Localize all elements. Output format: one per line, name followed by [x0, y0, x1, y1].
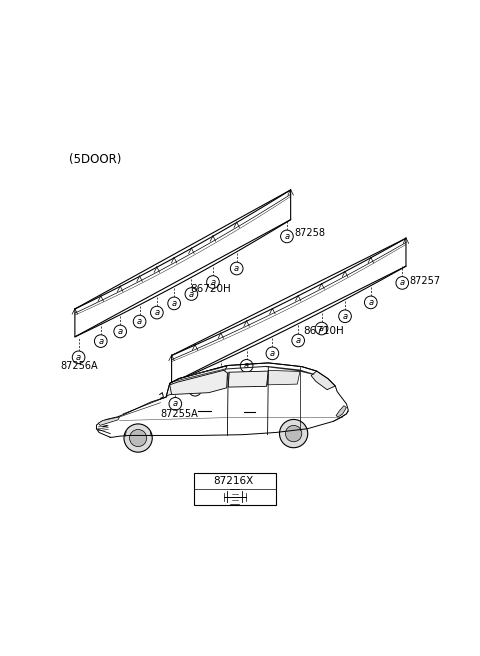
Text: 87258: 87258	[294, 228, 325, 238]
Text: 87257: 87257	[409, 276, 440, 286]
Text: a: a	[270, 349, 275, 358]
Polygon shape	[311, 371, 335, 390]
Text: a: a	[296, 336, 300, 345]
Text: a: a	[171, 299, 177, 308]
Text: a: a	[76, 353, 81, 362]
Polygon shape	[166, 365, 228, 397]
Circle shape	[133, 316, 146, 328]
Circle shape	[315, 322, 328, 335]
Polygon shape	[172, 238, 406, 383]
Circle shape	[151, 306, 163, 319]
Polygon shape	[228, 371, 268, 387]
Circle shape	[364, 296, 377, 309]
Text: a: a	[244, 361, 249, 371]
Text: a: a	[118, 327, 123, 336]
Circle shape	[95, 335, 107, 348]
Polygon shape	[172, 366, 315, 382]
Text: a: a	[218, 373, 223, 382]
Text: a: a	[319, 324, 324, 333]
Circle shape	[185, 288, 198, 300]
Text: a: a	[284, 232, 289, 241]
Text: 86720H: 86720H	[190, 283, 231, 293]
Text: a: a	[98, 337, 103, 346]
Circle shape	[279, 419, 308, 447]
Text: (5DOOR): (5DOOR)	[69, 154, 121, 167]
Text: a: a	[192, 385, 198, 394]
Circle shape	[168, 297, 180, 310]
Circle shape	[240, 359, 253, 372]
Text: a: a	[137, 317, 142, 326]
Circle shape	[198, 475, 211, 487]
Circle shape	[169, 398, 181, 410]
Circle shape	[215, 372, 227, 384]
Polygon shape	[267, 371, 300, 385]
Circle shape	[281, 230, 293, 243]
Text: a: a	[154, 308, 159, 317]
Polygon shape	[336, 405, 347, 417]
Circle shape	[130, 430, 147, 447]
Text: 87256A: 87256A	[60, 361, 97, 371]
Circle shape	[207, 276, 219, 289]
Circle shape	[396, 277, 408, 289]
Polygon shape	[98, 417, 120, 425]
Circle shape	[286, 425, 302, 441]
Text: a: a	[342, 312, 348, 321]
Text: 87216X: 87216X	[213, 476, 253, 486]
Text: a: a	[234, 264, 239, 273]
Text: a: a	[189, 289, 194, 298]
Polygon shape	[75, 190, 290, 337]
Text: a: a	[173, 400, 178, 408]
Text: a: a	[368, 298, 373, 307]
Bar	[194, 473, 276, 505]
Polygon shape	[170, 371, 228, 394]
Text: 86710H: 86710H	[304, 326, 345, 337]
Circle shape	[230, 262, 243, 275]
Text: a: a	[400, 278, 405, 287]
Circle shape	[266, 347, 279, 359]
Text: 87255A: 87255A	[160, 409, 198, 419]
Circle shape	[114, 325, 127, 338]
Circle shape	[189, 383, 202, 396]
Text: a: a	[202, 477, 207, 485]
Circle shape	[124, 424, 152, 452]
Circle shape	[292, 334, 304, 347]
Text: a: a	[210, 277, 216, 287]
Circle shape	[72, 351, 85, 363]
Circle shape	[339, 310, 351, 323]
